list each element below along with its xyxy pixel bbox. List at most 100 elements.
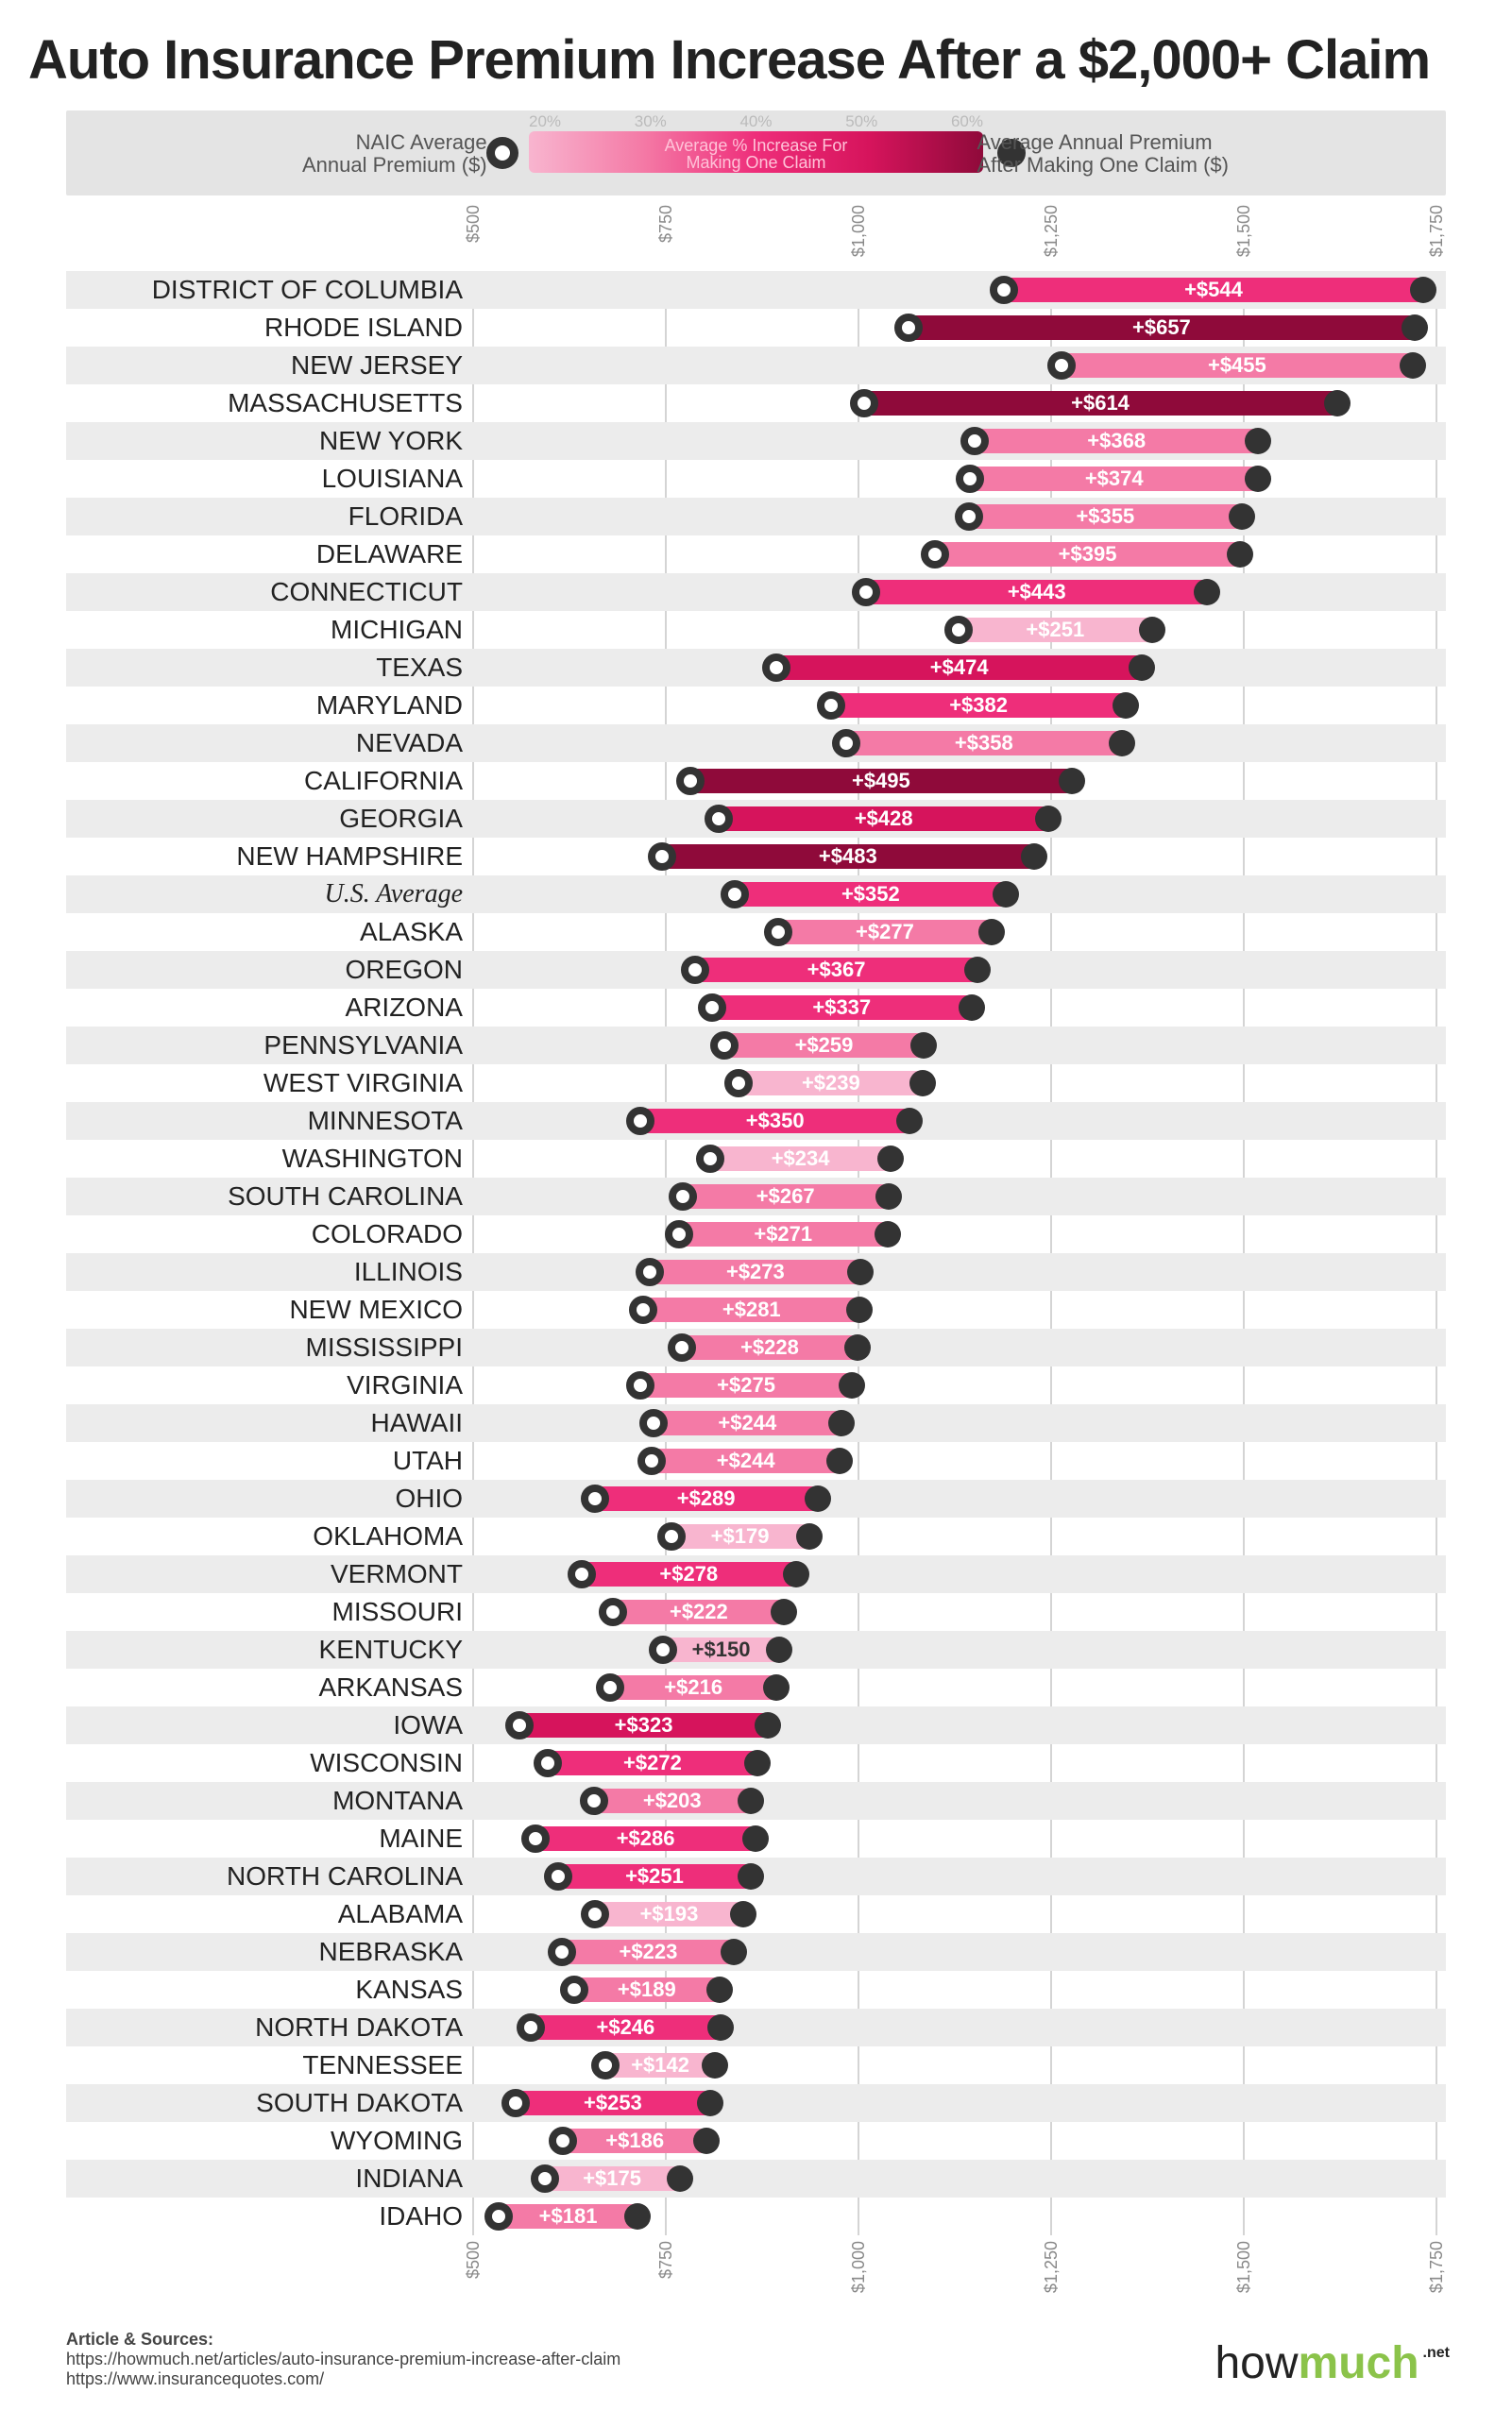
increase-value: +$428 <box>732 800 1035 838</box>
start-dot-icon <box>955 502 983 531</box>
increase-value: +$244 <box>667 1404 828 1442</box>
state-label: INDIANA <box>66 2160 472 2198</box>
start-dot-icon <box>591 2051 620 2079</box>
state-label: NORTH DAKOTA <box>66 2009 472 2046</box>
state-label: UTAH <box>66 1442 472 1480</box>
increase-value: +$216 <box>623 1669 763 1706</box>
start-dot-icon <box>668 1333 696 1362</box>
increase-value: +$253 <box>529 2084 697 2122</box>
state-label: MISSOURI <box>66 1593 472 1631</box>
increase-value: +$246 <box>544 2009 707 2046</box>
increase-value: +$234 <box>723 1140 877 1178</box>
data-row: TEXAS+$474 <box>66 649 1446 687</box>
start-dot-icon <box>626 1371 654 1400</box>
end-dot-icon <box>847 1259 874 1285</box>
end-dot-icon <box>1245 466 1271 492</box>
state-label: NEW JERSEY <box>66 347 472 384</box>
increase-value: +$544 <box>1017 271 1410 309</box>
state-label: DELAWARE <box>66 535 472 573</box>
state-label: WASHINGTON <box>66 1140 472 1178</box>
end-dot-icon <box>796 1523 823 1550</box>
state-label: NEW YORK <box>66 422 472 460</box>
increase-value: +$443 <box>879 573 1194 611</box>
state-label: MISSISSIPPI <box>66 1329 472 1366</box>
end-dot-icon <box>702 2052 728 2079</box>
data-row: WEST VIRGINIA+$239 <box>66 1064 1446 1102</box>
increase-value: +$483 <box>675 838 1021 875</box>
increase-value: +$281 <box>656 1291 846 1329</box>
start-dot-icon <box>960 427 989 455</box>
data-row: OKLAHOMA+$179 <box>66 1518 1446 1555</box>
increase-value: +$244 <box>665 1442 826 1480</box>
data-row: MARYLAND+$382 <box>66 687 1446 724</box>
end-dot-icon <box>1035 806 1062 832</box>
data-row: PENNSYLVANIA+$259 <box>66 1027 1446 1064</box>
end-dot-icon <box>697 2090 723 2116</box>
start-dot-icon <box>626 1107 654 1135</box>
end-dot-icon <box>1194 579 1220 605</box>
state-label: SOUTH CAROLINA <box>66 1178 472 1215</box>
increase-value: +$222 <box>626 1593 771 1631</box>
data-row: NEBRASKA+$223 <box>66 1933 1446 1971</box>
start-dot-icon <box>852 578 880 606</box>
increase-value: +$657 <box>922 309 1402 347</box>
increase-value: +$259 <box>738 1027 910 1064</box>
start-dot-icon <box>705 805 733 833</box>
end-dot-icon <box>730 1901 756 1927</box>
increase-value: +$323 <box>533 1706 756 1744</box>
data-row: ARKANSAS+$216 <box>66 1669 1446 1706</box>
start-dot-icon <box>956 465 984 493</box>
state-label: DISTRICT OF COLUMBIA <box>66 271 472 309</box>
end-dot-icon <box>846 1297 873 1323</box>
start-dot-icon <box>665 1220 693 1248</box>
end-dot-icon <box>1113 692 1139 719</box>
start-dot-icon <box>676 767 705 795</box>
increase-value: +$337 <box>725 989 959 1027</box>
end-dot-icon <box>755 1712 781 1739</box>
end-dot-icon <box>828 1410 855 1436</box>
data-row: TENNESSEE+$142 <box>66 2046 1446 2084</box>
data-row: OREGON+$367 <box>66 951 1446 989</box>
increase-value: +$186 <box>576 2122 693 2160</box>
data-row: NEVADA+$358 <box>66 724 1446 762</box>
end-dot-icon <box>877 1146 904 1172</box>
increase-value: +$374 <box>983 460 1245 498</box>
increase-value: +$251 <box>571 1858 739 1895</box>
start-dot-icon <box>696 1145 724 1173</box>
state-label: MINNESOTA <box>66 1102 472 1140</box>
legend-right-label: Average Annual PremiumAfter Making One C… <box>977 131 1229 177</box>
start-dot-icon <box>669 1182 697 1211</box>
state-label: CONNECTICUT <box>66 573 472 611</box>
state-label: WEST VIRGINIA <box>66 1064 472 1102</box>
start-dot-icon <box>648 842 676 871</box>
end-dot-icon <box>721 1939 747 1965</box>
end-dot-icon <box>1245 428 1271 454</box>
state-label: LOUISIANA <box>66 460 472 498</box>
end-dot-icon <box>959 994 985 1021</box>
end-dot-icon <box>875 1183 902 1210</box>
data-row: UTAH +$244 <box>66 1442 1446 1480</box>
increase-value: +$278 <box>595 1555 783 1593</box>
start-dot-icon <box>639 1409 668 1437</box>
data-row: NORTH DAKOTA +$246 <box>66 2009 1446 2046</box>
end-dot-icon <box>1021 843 1047 870</box>
state-label: WISCONSIN <box>66 1744 472 1782</box>
data-row: MICHIGAN+$251 <box>66 611 1446 649</box>
state-label: ILLINOIS <box>66 1253 472 1291</box>
data-row: WASHINGTON +$234 <box>66 1140 1446 1178</box>
data-row: NEW HAMPSHIRE+$483 <box>66 838 1446 875</box>
end-dot-icon <box>738 1788 764 1814</box>
state-label: ALASKA <box>66 913 472 951</box>
increase-value: +$175 <box>558 2160 667 2198</box>
end-dot-icon <box>742 1825 769 1852</box>
data-row: IDAHO+$181 <box>66 2198 1446 2235</box>
data-row: VERMONT+$278 <box>66 1555 1446 1593</box>
state-label: OKLAHOMA <box>66 1518 472 1555</box>
end-dot-icon <box>978 919 1005 945</box>
data-row: CALIFORNIA+$495 <box>66 762 1446 800</box>
state-label: IOWA <box>66 1706 472 1744</box>
state-label: RHODE ISLAND <box>66 309 472 347</box>
data-row: NORTH CAROLINA+$251 <box>66 1858 1446 1895</box>
data-row: ILLINOIS+$273 <box>66 1253 1446 1291</box>
start-dot-icon <box>710 1031 739 1060</box>
